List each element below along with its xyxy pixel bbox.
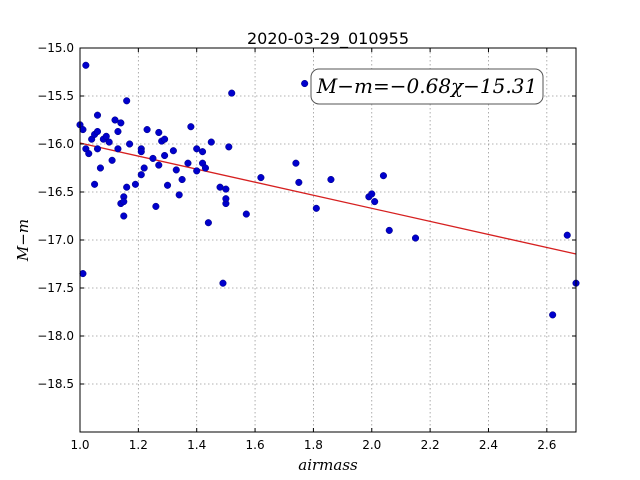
data-point [175, 191, 183, 199]
data-point [184, 159, 192, 167]
data-point [178, 175, 186, 184]
data-point [563, 231, 571, 239]
y-tick-label: −18.0 [37, 329, 74, 343]
data-point [193, 167, 201, 175]
x-tick-label: 1.6 [246, 438, 265, 452]
data-point [152, 202, 160, 210]
data-point [295, 178, 303, 186]
fit-line [79, 142, 577, 255]
data-point [143, 126, 151, 134]
data-point [137, 171, 145, 179]
chart-title: 2020-03-29_010955 [247, 29, 409, 49]
data-point [102, 132, 110, 140]
x-tick-label: 1.2 [129, 438, 148, 452]
data-point [79, 270, 87, 278]
data-points [76, 61, 580, 319]
data-point [93, 145, 102, 153]
x-tick-label: 2.0 [362, 438, 381, 452]
y-tick-label: −16.5 [37, 185, 74, 199]
y-tick-label: −16.0 [37, 137, 74, 151]
data-point [155, 161, 163, 169]
data-point [172, 166, 180, 174]
x-tick-label: 1.4 [187, 438, 206, 452]
fit-equation: M−m=−0.68χ−15.31 [316, 74, 537, 98]
data-point [108, 156, 116, 164]
data-point [111, 116, 119, 124]
data-point [137, 148, 145, 156]
y-tick-label: −17.0 [37, 233, 74, 247]
data-point [93, 111, 102, 119]
data-point [161, 151, 169, 160]
data-point [169, 147, 177, 155]
x-axis-label: airmass [298, 456, 358, 474]
data-point [301, 79, 309, 88]
data-point [105, 138, 113, 146]
y-axis-label: M−m [14, 219, 32, 262]
data-point [368, 190, 376, 198]
data-point [85, 150, 93, 158]
data-point [79, 126, 87, 134]
data-point [292, 159, 300, 167]
data-point [131, 180, 139, 188]
data-point [207, 138, 215, 146]
data-point [96, 164, 104, 172]
data-point [222, 185, 230, 193]
data-point [149, 154, 157, 162]
data-point [327, 175, 335, 184]
x-tick-label: 2.4 [479, 438, 498, 452]
y-tick-label: −18.5 [37, 377, 74, 391]
data-point [204, 219, 212, 227]
data-point [379, 172, 387, 180]
data-point [257, 174, 265, 182]
gridlines [79, 47, 576, 432]
data-point [91, 180, 99, 188]
data-point [219, 279, 227, 287]
fit-line-group [79, 142, 577, 255]
data-point [222, 195, 230, 203]
data-point [225, 143, 233, 151]
fit-annotation: M−m=−0.68χ−15.31 [310, 68, 544, 105]
x-tick-label: 2.2 [421, 438, 440, 452]
data-point [82, 61, 90, 69]
data-point [549, 311, 557, 319]
data-point [411, 234, 420, 242]
x-tick-label: 1.0 [70, 438, 89, 452]
data-point [126, 140, 134, 148]
annotation-box [310, 68, 544, 105]
data-point [193, 145, 201, 153]
data-point [242, 210, 250, 218]
x-tick-label: 1.8 [304, 438, 323, 452]
data-point [117, 119, 125, 127]
data-point [120, 198, 128, 206]
data-point [93, 127, 102, 136]
data-point [114, 145, 122, 153]
data-point [140, 164, 148, 172]
data-point [385, 226, 393, 234]
data-point [228, 89, 236, 97]
data-point [187, 123, 195, 131]
data-point [120, 212, 128, 220]
data-point [155, 128, 163, 137]
data-point [371, 198, 379, 206]
data-point [163, 181, 172, 189]
x-tick-label: 2.6 [537, 438, 556, 452]
data-point [123, 97, 131, 105]
y-tick-label: −15.0 [37, 41, 74, 55]
data-point [161, 135, 169, 143]
axis-ticks: 1.0 1.2 1.4 1.6 1.8 2.0 2.2 2.4 2.6 −15.0 −15.5 −16… [37, 41, 576, 452]
data-point [312, 204, 320, 212]
data-point [114, 127, 122, 136]
data-point [123, 183, 131, 191]
data-point [198, 148, 207, 156]
y-tick-label: −17.5 [37, 281, 74, 295]
y-tick-label: −15.5 [37, 89, 74, 103]
data-point [201, 164, 210, 172]
